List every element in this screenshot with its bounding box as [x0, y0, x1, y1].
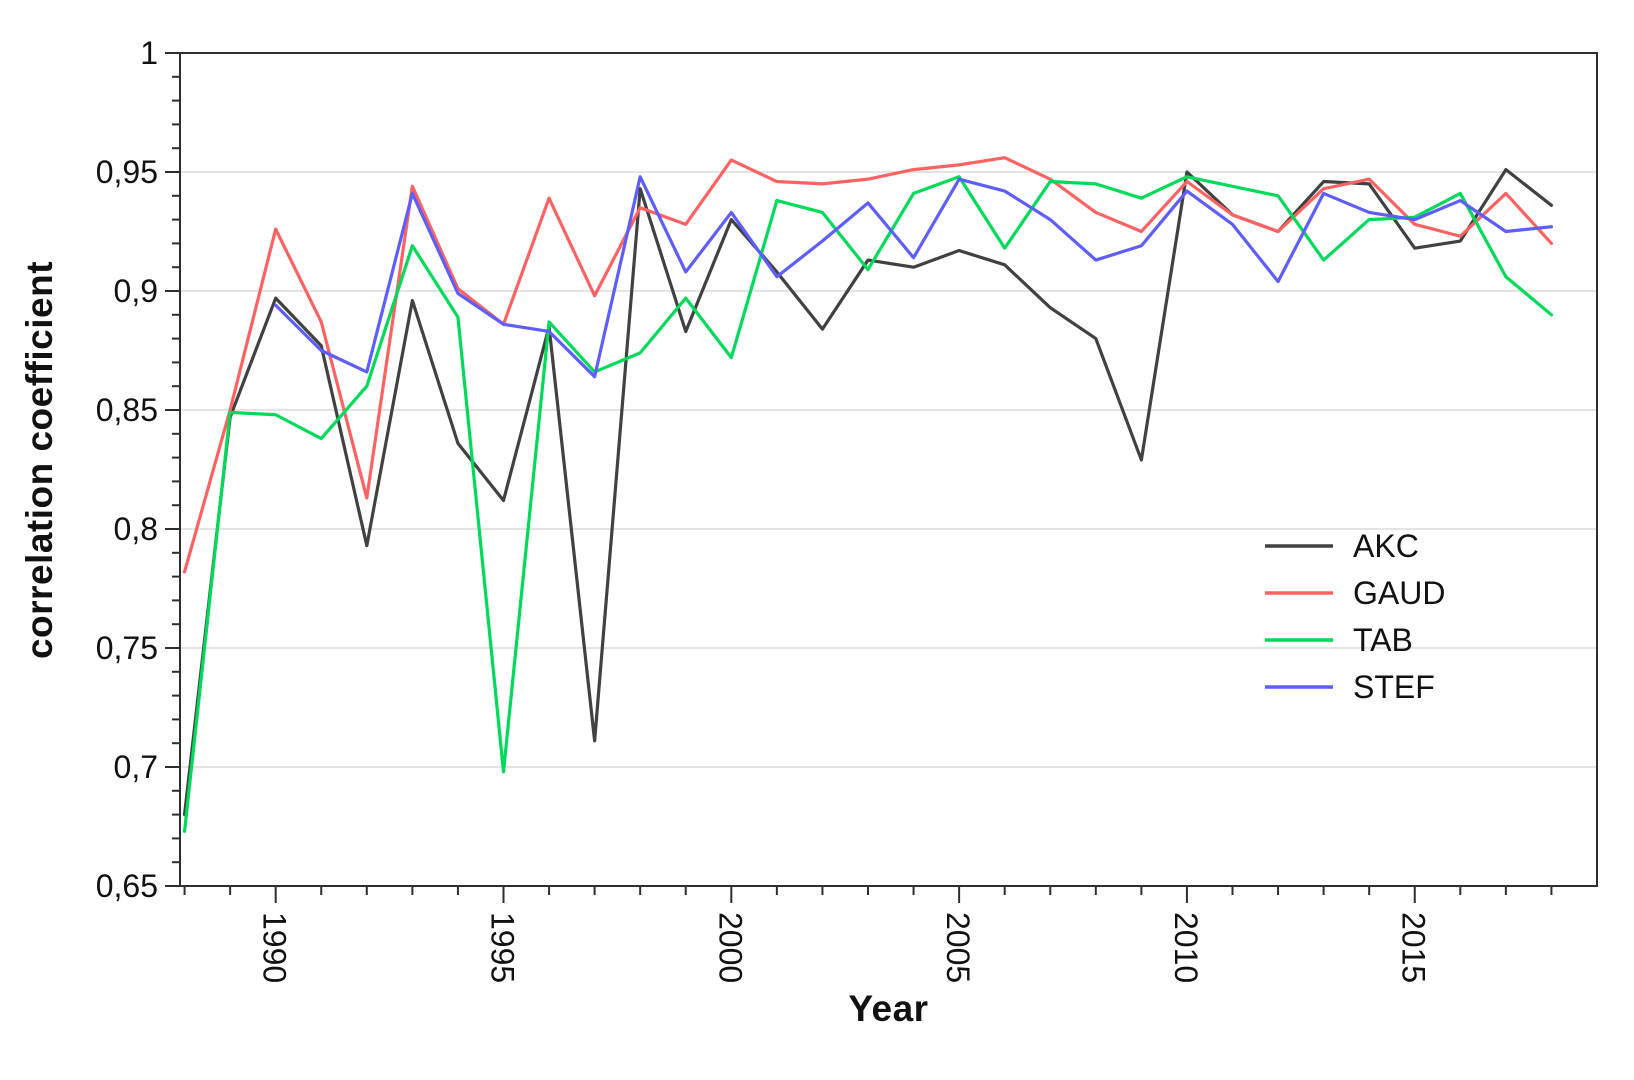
y-tick-labels: 0,65 0,7 0,75 0,8 0,85 0,9 0,95 1	[96, 35, 158, 904]
y-axis-title: correlation coefficient	[19, 260, 60, 660]
legend-item-GAUD: GAUD	[1265, 575, 1445, 611]
x-tick-label-2010: 2010	[1168, 912, 1204, 983]
legend-label-GAUD: GAUD	[1353, 575, 1445, 611]
legend: AKC GAUD TAB STEF	[1265, 528, 1445, 705]
y-tick-label-0,95: 0,95	[96, 154, 158, 190]
x-axis-title: Year	[848, 988, 929, 1029]
y-tick-label-0,8: 0,8	[114, 511, 158, 547]
legend-item-TAB: TAB	[1265, 622, 1413, 658]
series-line-STEF	[274, 175, 1554, 379]
legend-label-STEF: STEF	[1353, 669, 1435, 705]
y-tick-label-0,75: 0,75	[96, 630, 158, 666]
x-tick-label-1995: 1995	[484, 912, 520, 983]
y-tick-label-0,65: 0,65	[96, 868, 158, 904]
x-tick-labels: 1990 1995 2000 2005 2010 2015	[257, 912, 1432, 983]
legend-item-AKC: AKC	[1265, 528, 1419, 564]
x-tick-label-1990: 1990	[257, 912, 293, 983]
y-tick-label-0,9: 0,9	[114, 273, 158, 309]
y-gridlines	[180, 171, 1597, 768]
legend-item-STEF: STEF	[1265, 669, 1435, 705]
x-axis-ticks	[183, 886, 1553, 903]
x-tick-label-2000: 2000	[712, 912, 748, 983]
legend-label-AKC: AKC	[1353, 528, 1419, 564]
series-line-TAB	[182, 175, 1554, 833]
legend-label-TAB: TAB	[1353, 622, 1413, 658]
y-axis-title-container: correlation coefficient	[14, 120, 66, 800]
y-tick-label-1: 1	[140, 35, 158, 71]
plot-border	[179, 52, 1598, 887]
y-axis-ticks	[165, 52, 180, 887]
y-tick-label-0,85: 0,85	[96, 392, 158, 428]
x-tick-label-2005: 2005	[940, 912, 976, 983]
series-lines	[182, 156, 1554, 833]
x-tick-label-2015: 2015	[1396, 912, 1432, 983]
series-line-GAUD	[182, 156, 1554, 574]
y-tick-label-0,7: 0,7	[114, 749, 158, 785]
series-line-AKC	[182, 168, 1554, 817]
